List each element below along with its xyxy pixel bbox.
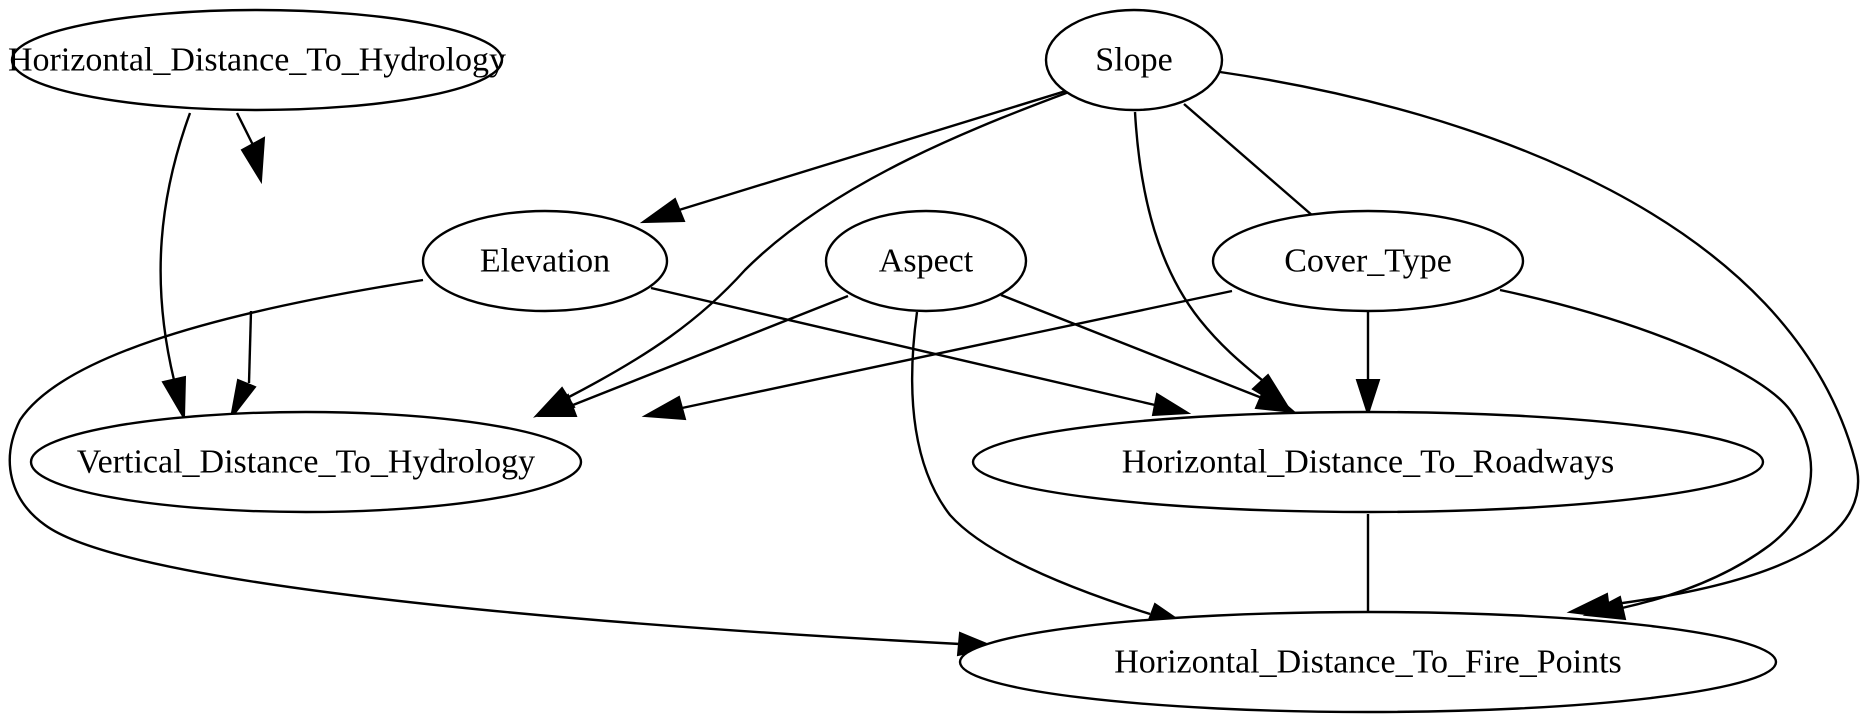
node-label: Vertical_Distance_To_Hydrology — [77, 444, 535, 481]
edge-slope-to-hd-fire-points — [1219, 70, 1860, 619]
edge-aspect-to-vd-hydrology — [537, 294, 849, 417]
node-label: Elevation — [480, 243, 610, 280]
node-horizontal-distance-to-roadways: Horizontal_Distance_To_Roadways — [971, 410, 1765, 514]
edge-cover-type-to-hd-roadways — [1355, 312, 1381, 418]
edge-slope-to-elevation — [639, 84, 1083, 224]
edge-hd-hydrology-to-elevation — [235, 112, 266, 185]
edge-elevation-to-hd-roadways — [650, 286, 1192, 417]
node-label: Horizontal_Distance_To_Hydrology — [8, 42, 506, 79]
node-label: Aspect — [879, 243, 974, 280]
node-elevation: Elevation — [421, 209, 669, 313]
node-label: Horizontal_Distance_To_Roadways — [1122, 444, 1614, 481]
node-cover-type: Cover_Type — [1211, 209, 1525, 313]
node-horizontal-distance-to-hydrology: Horizontal_Distance_To_Hydrology — [8, 8, 506, 112]
node-slope: Slope — [1044, 8, 1224, 112]
node-vertical-distance-to-hydrology: Vertical_Distance_To_Hydrology — [29, 410, 583, 514]
node-horizontal-distance-to-fire-points: Horizontal_Distance_To_Fire_Points — [958, 610, 1778, 714]
edge-cover-type-to-vd-hydrology — [641, 289, 1233, 421]
edge-elevation-to-vd-hydrology — [230, 310, 257, 419]
edge-aspect-to-hd-roadways — [1000, 293, 1298, 414]
node-label: Slope — [1095, 42, 1172, 79]
edge-slope-cover-type — [1183, 103, 1314, 217]
node-label: Cover_Type — [1284, 243, 1452, 280]
node-label: Horizontal_Distance_To_Fire_Points — [1114, 644, 1622, 681]
node-aspect: Aspect — [824, 209, 1028, 313]
edge-hd-hydrology-to-vd-hydrology — [159, 112, 192, 422]
edge-cover-type-to-hd-fire-points — [1499, 288, 1813, 621]
